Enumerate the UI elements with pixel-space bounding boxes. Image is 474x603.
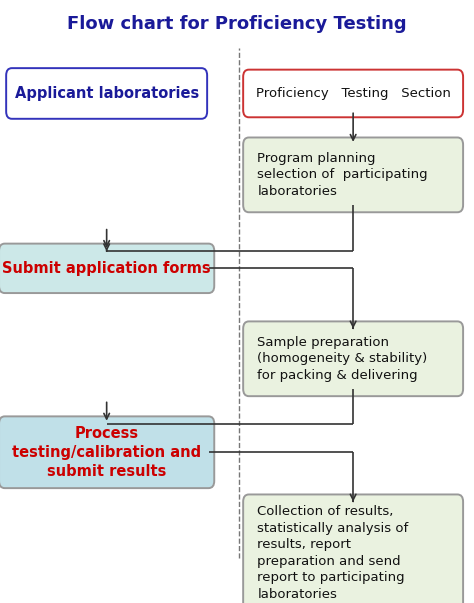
Text: Submit application forms: Submit application forms <box>2 261 211 276</box>
Text: Process
testing/calibration and
submit results: Process testing/calibration and submit r… <box>12 426 201 479</box>
Text: Applicant laboratories: Applicant laboratories <box>15 86 199 101</box>
FancyBboxPatch shape <box>0 416 214 488</box>
FancyBboxPatch shape <box>243 137 463 212</box>
Text: Program planning
selection of  participating
laboratories: Program planning selection of participat… <box>257 152 428 198</box>
Text: Collection of results,
statistically analysis of
results, report
preparation and: Collection of results, statistically ana… <box>257 505 409 601</box>
Text: Proficiency   Testing   Section: Proficiency Testing Section <box>255 87 451 100</box>
Text: Flow chart for Proficiency Testing: Flow chart for Proficiency Testing <box>67 15 407 33</box>
FancyBboxPatch shape <box>0 244 214 293</box>
FancyBboxPatch shape <box>243 321 463 396</box>
Text: Sample preparation
(homogeneity & stability)
for packing & delivering: Sample preparation (homogeneity & stabil… <box>257 336 428 382</box>
FancyBboxPatch shape <box>6 68 207 119</box>
FancyBboxPatch shape <box>243 494 463 603</box>
FancyBboxPatch shape <box>243 70 463 117</box>
